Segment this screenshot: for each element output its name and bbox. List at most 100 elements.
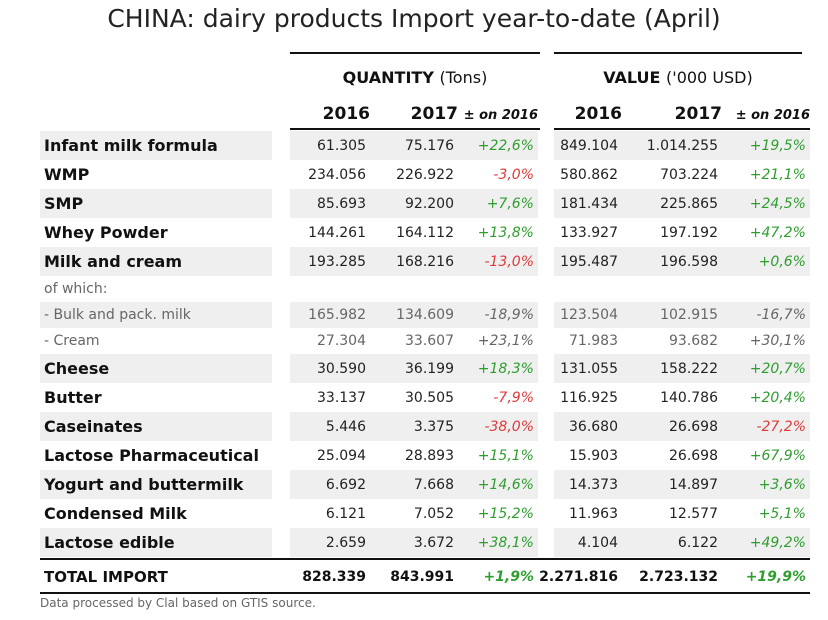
- cell-q16: 6.121: [325, 505, 366, 522]
- cell-v16: 4.104: [554, 528, 622, 557]
- cell-v16: 116.925: [560, 389, 618, 406]
- cell-qc: +22,6%: [458, 131, 538, 160]
- value-label: VALUE: [603, 68, 661, 87]
- total-bottom-rule: [40, 592, 810, 594]
- table-row: WMP 234.056 226.922 -3,0% 580.862 703.224 +21,…: [40, 160, 810, 189]
- total-q16: 828.339: [302, 569, 366, 585]
- cell-qc: +14,6%: [458, 470, 538, 499]
- cell-vc: +20,4%: [749, 389, 806, 406]
- cell-q16: 6.692: [290, 470, 370, 499]
- table-row: Lactose Pharmaceutical 25.094 28.893 +15,1%…: [40, 441, 810, 470]
- row-label: - Cream: [44, 333, 100, 349]
- cell-q17: 3.672: [370, 528, 458, 557]
- total-label: TOTAL IMPORT: [44, 568, 168, 586]
- row-label: Milk and cream: [40, 247, 272, 276]
- cell-q16: 85.693: [290, 189, 370, 218]
- cell-v17: 703.224: [660, 166, 718, 183]
- cell-v17: 225.865: [622, 189, 722, 218]
- cell-qc: -13,0%: [458, 247, 538, 276]
- value-header-rule: [554, 128, 810, 130]
- cell-q17: [370, 276, 458, 302]
- cell-q17: 3.375: [370, 412, 458, 441]
- cell-q17: 75.176: [370, 131, 458, 160]
- total-v16: 2.271.816: [539, 569, 618, 585]
- cell-vc: [722, 276, 810, 302]
- total-vc: +19,9%: [745, 569, 806, 585]
- cell-vc: +49,2%: [722, 528, 810, 557]
- cell-v16: 181.434: [554, 189, 622, 218]
- cell-qc: +15,2%: [477, 505, 534, 522]
- cell-q17: 28.893: [405, 447, 454, 464]
- row-label: Cheese: [40, 354, 272, 383]
- table-row: Whey Powder 144.261 164.112 +13,8% 133.927 19…: [40, 218, 810, 247]
- cell-v16: 133.927: [560, 224, 618, 241]
- cell-v17: 102.915: [622, 302, 722, 328]
- cell-v16: 36.680: [554, 412, 622, 441]
- table-row: - Bulk and pack. milk 165.982 134.609 -18,9…: [40, 302, 810, 328]
- cell-qc: +38,1%: [458, 528, 538, 557]
- value-group-header: VALUE ('000 USD): [554, 68, 802, 87]
- cell-vc: +0,6%: [722, 247, 810, 276]
- table-row: Condensed Milk 6.121 7.052 +15,2% 11.963 12.5…: [40, 499, 810, 528]
- total-v17: 2.723.132: [639, 569, 718, 585]
- cell-q16: 165.982: [290, 302, 370, 328]
- cell-q16: 25.094: [317, 447, 366, 464]
- cell-vc: +24,5%: [722, 189, 810, 218]
- quantity-unit: (Tons): [439, 68, 488, 87]
- table-row: SMP 85.693 92.200 +7,6% 181.434 225.865 +24,5%: [40, 189, 810, 218]
- cell-q17: 30.505: [405, 389, 454, 406]
- cell-vc: +21,1%: [749, 166, 806, 183]
- quantity-group-header: QUANTITY (Tons): [290, 68, 540, 87]
- table-row: Infant milk formula 61.305 75.176 +22,6% 849…: [40, 131, 810, 160]
- qty-2017-header: 2017: [410, 104, 458, 124]
- cell-v16: [554, 276, 622, 302]
- cell-qc: +15,1%: [477, 447, 534, 464]
- row-label: Infant milk formula: [40, 131, 272, 160]
- cell-qc: [458, 276, 538, 302]
- table-row: Caseinates 5.446 3.375 -38,0% 36.680 26.698 -2…: [40, 412, 810, 441]
- row-label: - Bulk and pack. milk: [40, 302, 272, 328]
- cell-q16: 5.446: [290, 412, 370, 441]
- table-row: Yogurt and buttermilk 6.692 7.668 +14,6% 14.…: [40, 470, 810, 499]
- cell-q16: 27.304: [317, 333, 366, 349]
- quantity-label: QUANTITY: [342, 68, 434, 87]
- cell-v17: 197.192: [660, 224, 718, 241]
- cell-v17: 140.786: [660, 389, 718, 406]
- row-label: WMP: [44, 165, 90, 184]
- cell-v16: 195.487: [554, 247, 622, 276]
- cell-q17: 168.216: [370, 247, 458, 276]
- cell-vc: -16,7%: [722, 302, 810, 328]
- cell-v16: 580.862: [560, 166, 618, 183]
- cell-qc: +23,1%: [477, 333, 534, 349]
- cell-qc: +18,3%: [458, 354, 538, 383]
- cell-vc: +3,6%: [722, 470, 810, 499]
- qty-change-header: ± on 2016: [463, 108, 538, 123]
- cell-q17: 7.052: [413, 505, 454, 522]
- footnote: Data processed by Clal based on GTIS sou…: [40, 596, 316, 610]
- quantity-header-rule: [290, 128, 540, 130]
- cell-q16: 61.305: [290, 131, 370, 160]
- row-label: SMP: [40, 189, 272, 218]
- cell-v16: 849.104: [554, 131, 622, 160]
- cell-v17: [622, 276, 722, 302]
- row-label: Butter: [44, 388, 102, 407]
- cell-v17: 158.222: [622, 354, 722, 383]
- cell-vc: +67,9%: [749, 447, 806, 464]
- quantity-top-rule: [290, 52, 540, 54]
- cell-q16: 33.137: [317, 389, 366, 406]
- page-title: CHINA: dairy products Import year-to-dat…: [107, 4, 721, 33]
- cell-vc: -27,2%: [722, 412, 810, 441]
- row-label: Condensed Milk: [44, 504, 187, 523]
- total-q17: 843.991: [390, 569, 454, 585]
- table-row: - Cream 27.304 33.607 +23,1% 71.983 93.682 +30…: [40, 328, 810, 354]
- cell-q16: 144.261: [308, 224, 366, 241]
- cell-v17: 12.577: [669, 505, 718, 522]
- table-row: Cheese 30.590 36.199 +18,3% 131.055 158.222 +2…: [40, 354, 810, 383]
- cell-q16: 193.285: [290, 247, 370, 276]
- cell-v16: 71.983: [569, 333, 618, 349]
- cell-vc: +20,7%: [722, 354, 810, 383]
- table-row: Milk and cream 193.285 168.216 -13,0% 195.48…: [40, 247, 810, 276]
- cell-vc: +47,2%: [749, 224, 806, 241]
- cell-q16: [290, 276, 370, 302]
- total-qc: +1,9%: [483, 569, 534, 585]
